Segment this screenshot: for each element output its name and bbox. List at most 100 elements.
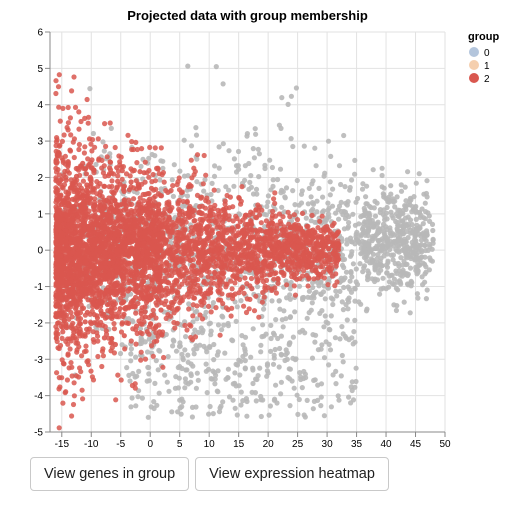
group-2-point xyxy=(53,90,59,97)
group-0-point xyxy=(237,372,243,378)
group-0-point xyxy=(100,139,106,145)
group-2-point xyxy=(299,231,305,238)
group-0-point xyxy=(402,215,409,221)
group-2-point xyxy=(275,275,281,282)
group-2-point xyxy=(113,397,119,403)
group-2-point xyxy=(118,295,124,301)
group-0-point xyxy=(384,226,390,233)
group-2-point xyxy=(130,146,137,153)
group-0-point xyxy=(358,301,364,307)
group-0-point xyxy=(181,173,188,179)
group-0-point xyxy=(188,372,194,379)
group-2-point xyxy=(230,218,236,224)
group-2-point xyxy=(279,227,286,233)
group-2-point xyxy=(126,197,132,203)
group-0-point xyxy=(136,368,142,374)
group-0-point xyxy=(145,414,151,420)
group-0-point xyxy=(398,218,404,224)
group-0-point xyxy=(259,334,265,340)
group-0-point xyxy=(180,357,186,363)
group-2-point xyxy=(180,235,186,241)
group-2-point xyxy=(109,183,115,190)
group-0-point xyxy=(406,224,412,230)
group-2-point xyxy=(169,283,175,289)
group-0-point xyxy=(242,366,248,372)
group-2-point xyxy=(73,165,79,172)
group-2-point xyxy=(223,281,229,287)
group-2-point xyxy=(134,146,140,153)
group-2-point xyxy=(108,309,114,315)
group-2-point xyxy=(173,224,179,230)
group-0-point xyxy=(325,200,331,206)
group-0-point xyxy=(223,184,229,190)
group-2-point xyxy=(56,172,63,178)
group-2-point xyxy=(189,250,195,257)
group-2-point xyxy=(228,313,234,319)
group-2-point xyxy=(186,182,193,188)
group-0-point xyxy=(308,218,314,224)
group-2-point xyxy=(192,242,198,248)
group-2-point xyxy=(65,352,71,358)
group-2-point xyxy=(56,425,62,431)
group-0-point xyxy=(388,183,394,189)
group-0-point xyxy=(349,249,355,255)
group-0-point xyxy=(264,361,271,367)
group-2-point xyxy=(68,360,74,366)
group-0-point xyxy=(380,275,386,281)
group-0-point xyxy=(347,187,353,193)
group-0-point xyxy=(231,183,237,189)
group-0-point xyxy=(128,404,134,410)
group-0-point xyxy=(296,396,302,403)
group-2-point xyxy=(71,74,77,80)
group-0-point xyxy=(153,358,159,364)
group-2-point xyxy=(259,207,265,213)
group-0-point xyxy=(252,390,258,396)
group-2-point xyxy=(53,160,60,166)
group-0-point xyxy=(278,352,285,358)
group-2-point xyxy=(72,104,79,110)
group-0-point xyxy=(237,212,243,218)
group-0-point xyxy=(222,350,228,356)
group-2-point xyxy=(273,270,279,276)
group-2-point xyxy=(268,271,274,278)
group-0-point xyxy=(344,241,350,247)
group-0-point xyxy=(346,214,352,220)
group-0-point xyxy=(311,377,317,383)
group-0-point xyxy=(339,252,346,258)
group-0-point xyxy=(297,370,303,376)
group-2-point xyxy=(158,145,164,151)
group-2-point xyxy=(115,372,121,378)
group-2-point xyxy=(115,173,121,179)
group-0-point xyxy=(413,180,419,186)
group-2-point xyxy=(288,254,294,260)
group-2-point xyxy=(305,283,311,289)
group-0-point xyxy=(333,210,339,216)
group-0-point xyxy=(328,313,334,319)
group-2-point xyxy=(204,216,210,222)
group-0-point xyxy=(349,274,355,280)
group-2-point xyxy=(189,238,195,244)
group-2-point xyxy=(217,286,223,292)
group-2-point xyxy=(178,266,184,272)
group-2-point xyxy=(139,321,145,327)
group-2-point xyxy=(54,338,60,345)
group-0-point xyxy=(403,229,409,235)
group-2-point xyxy=(88,368,94,374)
group-0-point xyxy=(365,274,371,280)
group-0-point xyxy=(193,125,199,131)
group-0-point xyxy=(365,233,371,239)
group-2-point xyxy=(139,331,145,337)
group-0-point xyxy=(405,202,411,208)
group-2-point xyxy=(325,246,332,252)
group-2-point xyxy=(78,118,84,125)
group-0-point xyxy=(398,188,405,194)
group-2-point xyxy=(191,172,197,178)
group-2-point xyxy=(138,349,144,355)
group-0-point xyxy=(418,212,424,218)
group-0-point xyxy=(283,352,289,358)
group-0-point xyxy=(254,191,260,197)
group-0-point xyxy=(180,399,186,405)
group-0-point xyxy=(419,254,425,260)
group-0-point xyxy=(425,210,431,216)
group-0-point xyxy=(125,292,131,298)
